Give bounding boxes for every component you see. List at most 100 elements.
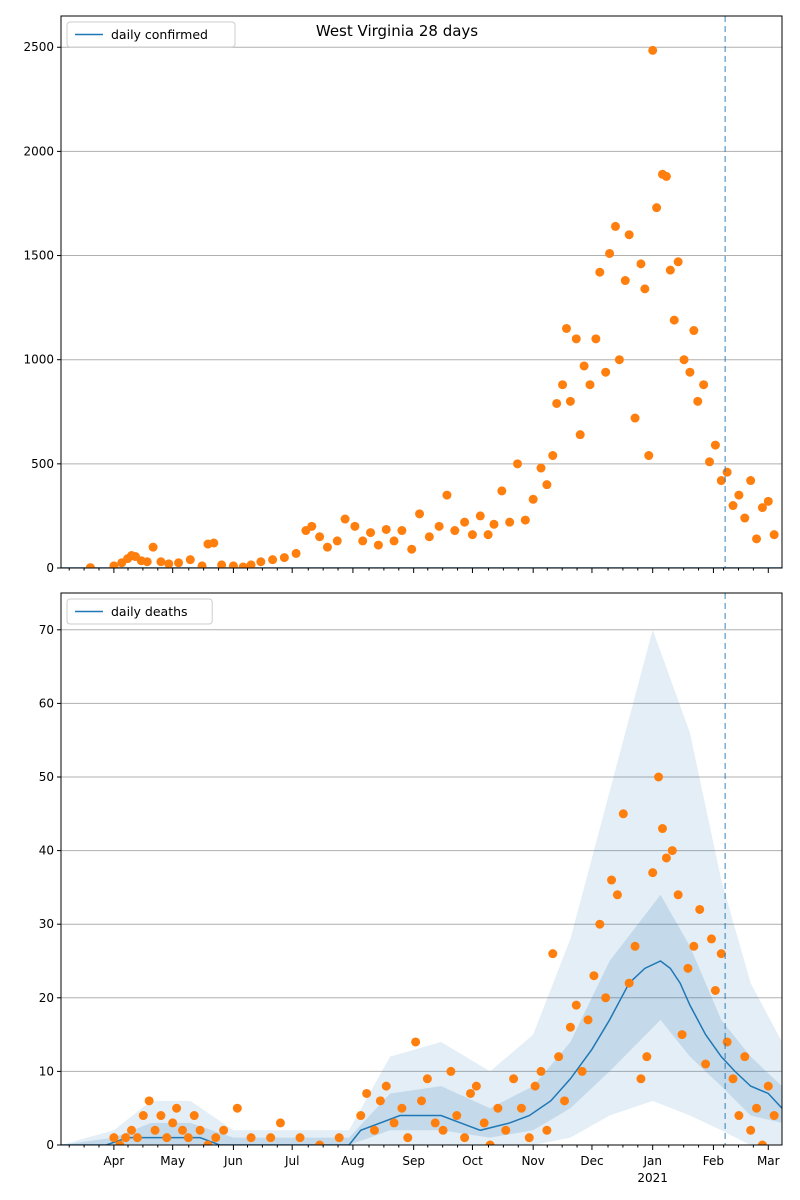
data-point <box>701 1059 711 1069</box>
data-point <box>450 526 460 536</box>
x-tick-label: Jun <box>223 1154 243 1168</box>
data-point <box>607 875 617 885</box>
data-point <box>209 538 219 548</box>
data-point <box>415 509 425 519</box>
data-point <box>291 548 301 558</box>
data-point <box>740 513 750 523</box>
data-point <box>217 560 227 568</box>
data-point <box>746 1125 756 1135</box>
y-tick-label: 60 <box>39 696 54 710</box>
data-point <box>734 490 744 500</box>
data-point <box>381 1081 391 1091</box>
data-point <box>275 1118 285 1128</box>
data-point <box>763 1081 773 1091</box>
data-point <box>652 203 662 213</box>
data-point <box>407 544 417 554</box>
y-tick-label: 2000 <box>23 144 54 158</box>
data-point <box>601 367 611 377</box>
data-point <box>350 521 360 531</box>
data-point <box>389 1118 399 1128</box>
data-point <box>430 1118 440 1128</box>
data-point <box>238 562 248 568</box>
data-point <box>734 1111 744 1121</box>
legend-label: daily deaths <box>111 604 188 619</box>
data-point <box>501 1125 511 1135</box>
x-tick-label: May <box>160 1154 185 1168</box>
data-point <box>722 467 732 477</box>
data-point <box>475 511 485 521</box>
data-point <box>424 532 434 542</box>
data-point <box>516 1103 526 1113</box>
x-tick-label: Feb <box>703 1154 724 1168</box>
uncertainty-band-outer <box>61 629 782 1145</box>
data-point <box>403 1133 413 1143</box>
x-tick-label: Mar <box>757 1154 780 1168</box>
data-point <box>505 517 515 527</box>
data-point <box>575 430 585 440</box>
data-point <box>397 526 407 536</box>
data-point <box>144 1096 154 1106</box>
data-point <box>315 1140 325 1145</box>
data-point <box>177 1125 187 1135</box>
data-point <box>332 536 342 546</box>
data-point <box>630 413 640 423</box>
data-point <box>485 1140 495 1145</box>
data-point <box>174 558 184 568</box>
data-point <box>583 1015 593 1025</box>
data-point <box>624 230 634 240</box>
data-point <box>164 559 174 568</box>
y-tick-label: 0 <box>46 1138 54 1152</box>
data-point <box>640 284 650 294</box>
data-point <box>565 396 575 406</box>
data-point <box>667 846 677 856</box>
data-point <box>373 540 383 550</box>
data-point <box>524 1133 534 1143</box>
data-point <box>536 1066 546 1076</box>
data-point <box>246 560 256 568</box>
data-point <box>460 1133 470 1143</box>
data-point <box>558 380 568 390</box>
data-point <box>673 890 683 900</box>
data-point <box>189 1111 199 1121</box>
data-point <box>211 1133 221 1143</box>
confirmed-panel: 0 500 1000 1500 2000 2500 daily confirmed <box>23 15 783 575</box>
data-point <box>307 521 317 531</box>
data-point <box>228 561 238 568</box>
y-tick-label: 500 <box>31 457 54 471</box>
data-point <box>618 809 628 819</box>
data-point <box>513 459 523 469</box>
data-point <box>442 490 452 500</box>
data-point <box>509 1074 519 1084</box>
data-point <box>577 1066 587 1076</box>
data-point <box>471 1081 481 1091</box>
data-point <box>156 1111 166 1121</box>
y-tick-label: 70 <box>39 623 54 637</box>
data-point <box>601 993 611 1003</box>
x-tick-label: Aug <box>341 1154 364 1168</box>
data-point <box>375 1096 385 1106</box>
x-tick-label: Jul <box>284 1154 299 1168</box>
y-tick-label: 40 <box>39 844 54 858</box>
data-point <box>548 949 558 959</box>
data-point <box>162 1133 172 1143</box>
data-point <box>483 530 493 540</box>
data-point <box>156 557 166 567</box>
data-point <box>219 1125 229 1135</box>
data-point <box>665 265 675 275</box>
data-point <box>132 1133 142 1143</box>
data-point <box>661 171 671 181</box>
data-point <box>693 396 703 406</box>
data-point <box>203 1140 213 1145</box>
data-point <box>542 1125 552 1135</box>
y-tick-label: 30 <box>39 917 54 931</box>
data-point <box>148 542 158 552</box>
data-point <box>465 1088 475 1098</box>
x-tick-label: Jan <box>642 1154 662 1168</box>
data-point <box>763 496 773 506</box>
x-tick-label: Apr <box>104 1154 125 1168</box>
data-point <box>579 361 589 371</box>
data-point <box>115 1140 125 1145</box>
data-point <box>571 1000 581 1010</box>
data-point <box>493 1103 503 1113</box>
